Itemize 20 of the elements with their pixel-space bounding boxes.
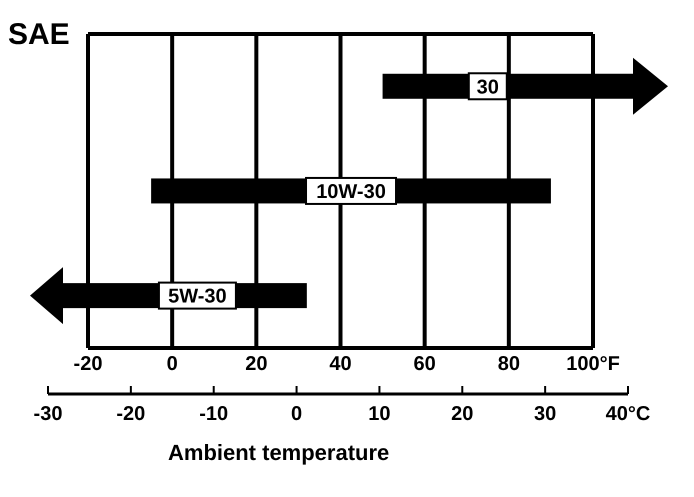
y-tick-label: 5W-30	[168, 286, 227, 308]
x2-tick-label: -10	[199, 403, 228, 425]
x-tick-label: 100°F	[566, 353, 620, 376]
chart-title: SAE	[8, 18, 70, 52]
x2-tick-label: 10	[368, 403, 391, 425]
celsius-scale: -30 -20 -10 0 10 20 30 40°C	[8, 386, 688, 436]
x-tick-label: 60	[414, 353, 436, 376]
x2-tick-label: 40°C	[606, 403, 650, 425]
x-tick-label: 0	[166, 353, 178, 376]
x2-tick-label: -30	[34, 403, 62, 425]
x2-tick-label: 20	[451, 403, 474, 425]
x2-tick-label: -20	[116, 403, 146, 425]
x2-tick-label: 0	[291, 403, 302, 425]
y-tick-label: 10W-30	[316, 180, 386, 203]
x2-tick-label: 30	[534, 403, 556, 425]
x-tick-label: -20	[74, 353, 102, 376]
x-axis-title: Ambient temperature	[168, 440, 390, 466]
x-tick-label: 40	[329, 353, 352, 376]
x-tick-label: 80	[498, 353, 520, 376]
x-tick-label: 20	[245, 353, 268, 376]
